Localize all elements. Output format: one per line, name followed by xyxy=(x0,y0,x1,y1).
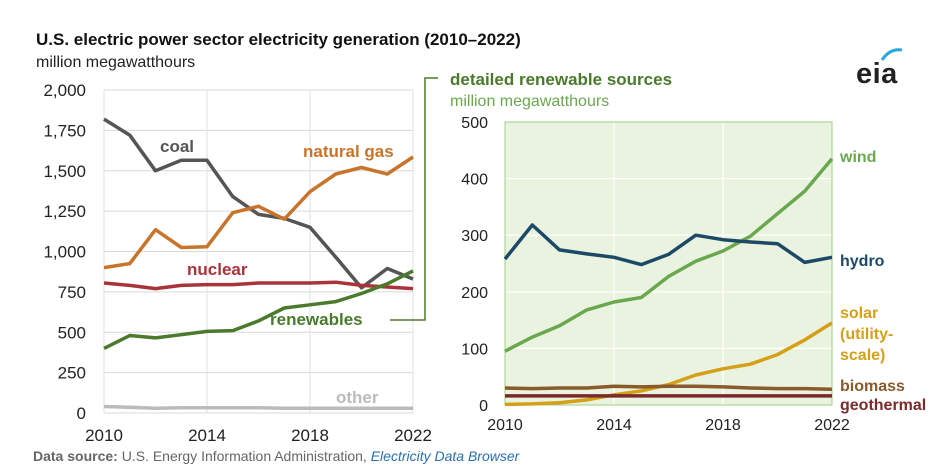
right-x-tick-label: 2022 xyxy=(814,417,850,434)
left-y-tick-label: 1,250 xyxy=(43,202,86,221)
right-series-label-biomass: biomass xyxy=(840,378,905,395)
source-label: Data source: xyxy=(33,448,118,464)
renewables-callout-bracket xyxy=(390,77,438,321)
left-x-tick-label: 2022 xyxy=(394,426,432,445)
right-y-tick-label: 100 xyxy=(461,341,488,358)
left-series-line-renewables xyxy=(103,269,414,350)
left-series-line-natural-gas xyxy=(103,155,414,270)
left-y-tick-label: 500 xyxy=(58,323,86,342)
right-x-tick-label: 2018 xyxy=(705,417,741,434)
source-text: U.S. Energy Information Administration, xyxy=(117,448,371,464)
left-x-tick-label: 2010 xyxy=(85,426,123,445)
right-plot-background xyxy=(505,122,832,405)
right-x-tick-label: 2014 xyxy=(596,417,632,434)
chart-subtitle: million megawatthours xyxy=(36,54,196,71)
right-series-line-wind xyxy=(504,157,834,353)
right-y-tick-label: 200 xyxy=(461,285,488,302)
left-y-tick-label: 0 xyxy=(77,404,86,423)
chart-title: U.S. electric power sector electricity g… xyxy=(36,30,521,49)
right-chart: detailed renewable sources million megawa… xyxy=(450,70,926,434)
left-series-line-coal xyxy=(103,117,414,290)
logo-arc-icon xyxy=(880,48,903,61)
left-y-tick-label: 1,500 xyxy=(43,162,86,181)
left-y-tick-label: 1,000 xyxy=(43,243,86,262)
right-y-tick-label: 400 xyxy=(461,172,488,189)
left-series-label-natural-gas: natural gas xyxy=(303,142,394,161)
eia-logo: eia xyxy=(856,46,908,90)
left-x-tick-label: 2018 xyxy=(291,426,329,445)
right-y-tick-label: 500 xyxy=(461,115,488,132)
left-y-tick-label: 750 xyxy=(58,283,86,302)
right-series-label-hydro: hydro xyxy=(840,253,885,270)
right-series-label-wind: wind xyxy=(839,149,876,166)
source-link[interactable]: Electricity Data Browser xyxy=(370,448,520,464)
left-series-label-other: other xyxy=(336,388,379,407)
logo-text: eia xyxy=(856,58,898,90)
right-chart-title: detailed renewable sources xyxy=(450,70,672,89)
left-chart: 0 250 500 750 1,000 1,250 1,500 1,750 2,000 2010 2… xyxy=(43,81,431,445)
right-y-tick-label: 300 xyxy=(461,228,488,245)
left-series-label-renewables: renewables xyxy=(270,310,363,329)
left-series-label-coal: coal xyxy=(160,137,194,156)
right-series-label-solar-utility-scale: solar (utility-scale) xyxy=(840,305,893,364)
right-plot-border xyxy=(504,121,833,406)
left-y-tick-label: 2,000 xyxy=(43,81,86,100)
right-y-tick-label: 0 xyxy=(479,398,488,415)
right-x-tick-label: 2010 xyxy=(487,417,523,434)
left-series-line-other xyxy=(103,404,413,410)
right-series-line-hydro xyxy=(503,223,833,267)
right-series-line-biomass xyxy=(504,384,833,391)
left-y-tick-label: 1,750 xyxy=(43,121,86,140)
left-series-label-nuclear: nuclear xyxy=(187,260,248,279)
right-series-label-geothermal: geothermal xyxy=(840,397,926,414)
data-source: Data source: U.S. Energy Information Adm… xyxy=(33,448,519,464)
left-x-tick-label: 2014 xyxy=(188,426,226,445)
left-series-line-nuclear xyxy=(103,280,414,291)
right-chart-unit: million megawatthours xyxy=(450,93,609,110)
left-y-tick-label: 250 xyxy=(58,364,86,383)
